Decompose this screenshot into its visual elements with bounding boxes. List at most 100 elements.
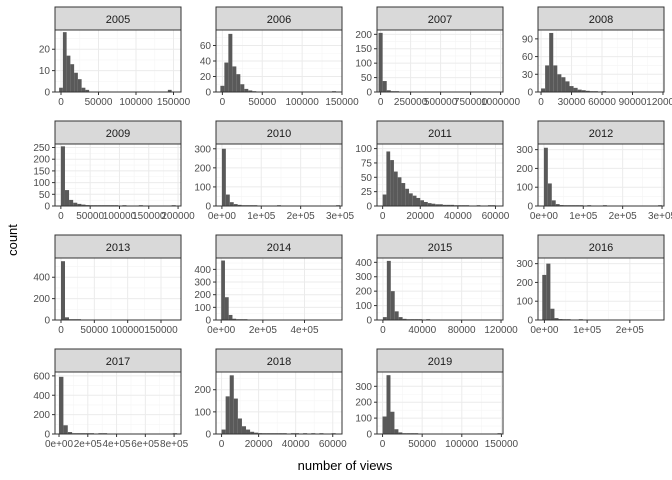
y-tick-label: 0 [205,430,211,441]
histogram-bar [446,204,451,206]
y-tick-label: 100 [516,297,533,308]
x-tick-label: 0e+00 [208,211,237,222]
histogram-bar [546,263,551,320]
y-tick-label: 200 [355,287,372,298]
y-tick-label: 0 [205,88,211,99]
panel-background [55,258,181,320]
histogram-bar [229,202,234,206]
facet-strip-label: 2012 [589,128,613,140]
x-tick-label: 0 [380,211,386,222]
histogram-bar [81,204,86,206]
x-tick-label: 20000 [406,211,434,222]
x-tick-label: 100000 [103,211,137,222]
y-tick-label: 400 [355,258,372,269]
panel-background [377,258,503,320]
x-tick-label: 80000 [448,325,476,336]
x-tick-label: 20000 [245,439,273,450]
x-tick-label: 500000 [424,97,458,108]
histogram-bar [225,396,230,434]
y-tick-label: 60 [522,52,534,63]
facet-strip-label: 2006 [267,14,291,26]
histogram-bar [81,87,86,92]
histogram-bar [542,274,547,320]
facet-strip-label: 2009 [106,128,130,140]
histogram-bar [390,291,395,320]
x-tick-label: 30000 [558,97,586,108]
histogram-bar [382,81,387,92]
x-tick-label: 0e+00 [207,325,236,336]
histogram-bar [435,204,440,206]
histogram-bar [545,65,550,92]
y-tick-label: 0 [366,202,372,213]
x-tick-label: 100000 [285,97,319,108]
facet-panel-2010: 2010 0 100 200 300 0e+00 1e+05 2e+05 3e+05 [194,120,355,222]
histogram-bar [397,177,402,206]
y-tick-label: 0 [44,202,50,213]
facet-strip-label: 2005 [106,14,130,26]
histogram-bar [386,151,391,206]
panel-border [376,371,504,435]
x-tick-label: 0e+00 [45,439,74,450]
histogram-bar [393,171,398,206]
y-tick-label: 200 [194,290,211,301]
x-tick-label: 120000 [646,97,672,108]
y-tick-label: 100 [355,59,372,70]
x-tick-label: 50000 [76,211,104,222]
y-tick-label: 200 [33,155,50,166]
x-tick-label: 4e+05 [290,325,319,336]
y-tick-label: 100 [33,178,50,189]
histogram-bar [73,202,78,206]
histogram-bar [65,317,69,320]
histogram-bar [63,425,68,434]
panel-border [54,143,182,207]
histogram-bar [442,204,447,206]
x-tick-label: 0 [380,439,386,450]
histogram-bar [60,146,65,206]
y-tick-label: 200 [516,278,533,289]
y-tick-label: 25 [361,187,373,198]
x-tick-label: 150000 [325,97,359,108]
y-tick-label: 90 [522,34,534,45]
histogram-bar [382,194,387,206]
histogram-bar [554,318,559,320]
histogram-bar [228,314,233,320]
histogram-bar [382,416,387,434]
histogram-bar [246,429,251,434]
y-tick-label: 400 [194,265,211,276]
histogram-bar [549,32,554,92]
x-tick-label: 4e+05 [103,439,132,450]
y-tick-label: 0 [205,316,211,327]
histogram-bar [450,204,455,206]
panel-background [377,30,503,92]
y-tick-label: 100 [194,303,211,314]
histogram-bar [228,33,233,92]
panel-border [54,29,182,93]
panel-border [537,257,665,321]
histogram-bar [232,66,237,92]
histogram-bar [59,87,63,92]
histogram-bar [221,429,226,434]
facet-strip-label: 2011 [428,128,452,140]
histogram-bar [573,87,578,92]
x-tick-label: 60000 [482,211,510,222]
histogram-bar [233,398,238,434]
histogram-bar [424,201,428,206]
y-tick-label: 250 [33,143,50,154]
facet-panel-2012: 2012 0 100 200 300 0e+00 1e+05 2e+05 3e+05 [516,120,672,222]
histogram-bar [390,411,395,434]
histogram-bar [250,431,255,434]
histogram-bar [565,81,570,92]
y-tick-label: 0 [44,316,50,327]
histogram-bar [553,65,558,92]
facet-strip-label: 2018 [267,356,291,368]
y-axis-title: count [5,224,20,256]
facet-strip-label: 2008 [589,14,613,26]
histogram-bar [439,204,443,206]
histogram-bar [378,32,383,92]
histogram-bar [62,32,67,92]
x-tick-label: 2e+05 [249,325,278,336]
histogram-bar [61,261,65,320]
